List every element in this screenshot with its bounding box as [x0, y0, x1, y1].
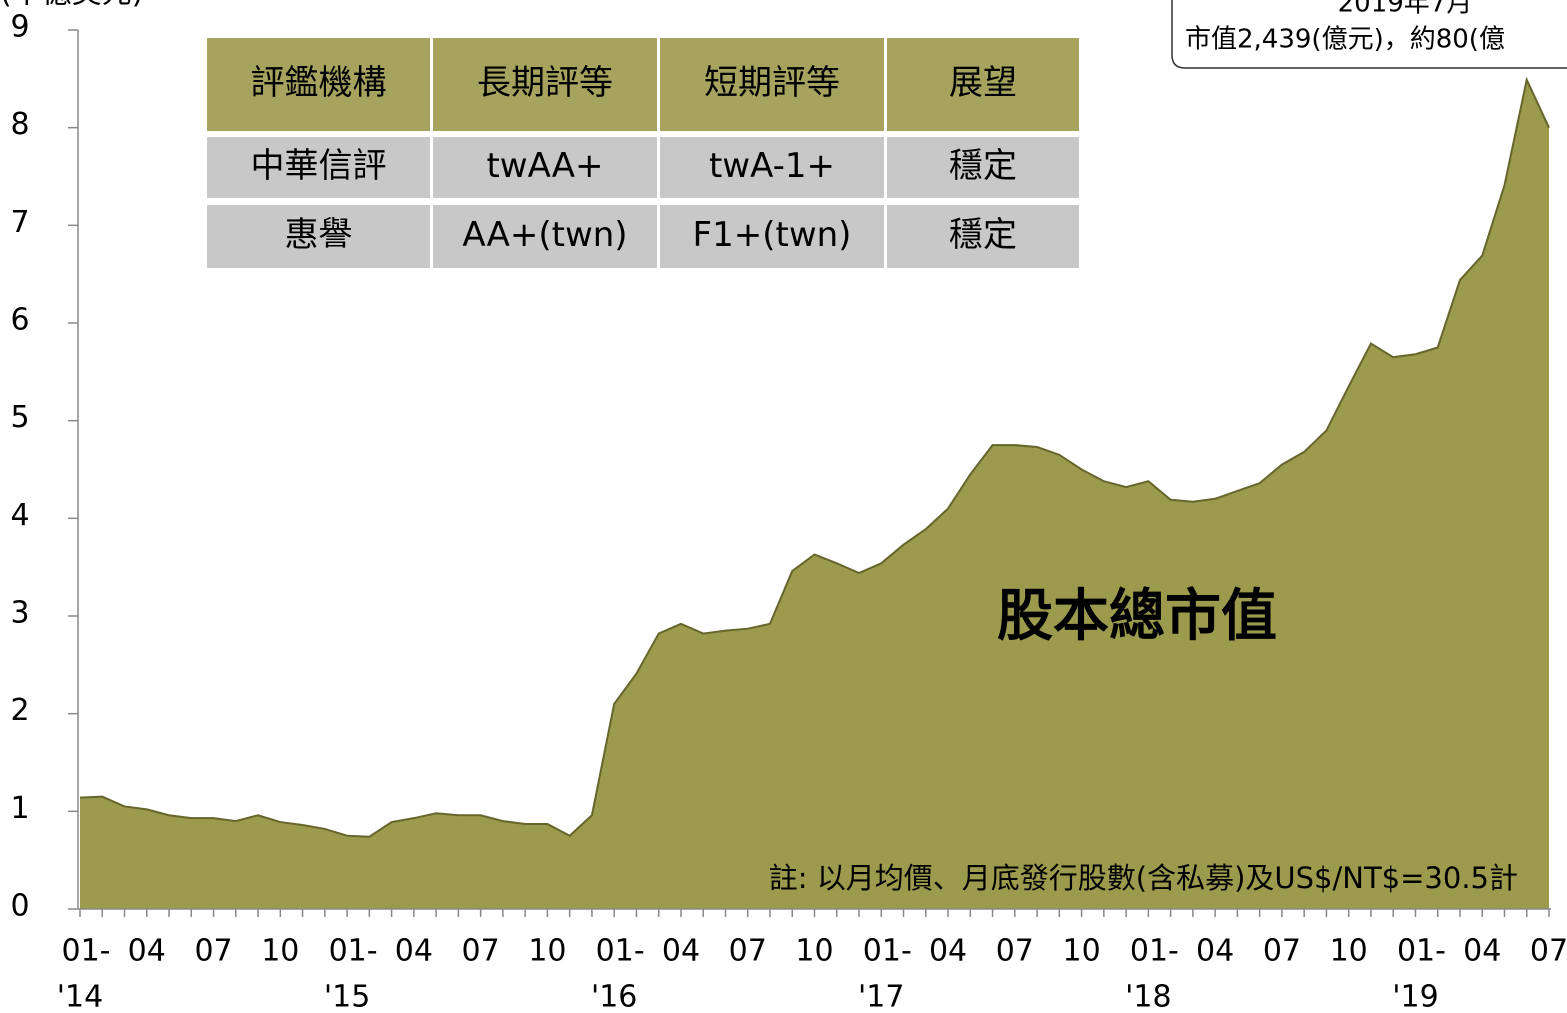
x-tick-label: 04 [662, 934, 700, 969]
note: 註: 以月均價、月底發行股數(含私募)及US$/NT$=30.5計 [769, 861, 1518, 895]
table-text: twA-1+ [709, 146, 835, 186]
x-tick-label: 10 [1330, 934, 1368, 969]
table-text: 穩定 [949, 215, 1017, 255]
table-cell [433, 137, 657, 198]
series-label: 股本總市值 [997, 584, 1277, 649]
x-tick-label: 07 [194, 934, 232, 969]
table-cell [660, 205, 884, 268]
x-tick-label: 01- [329, 934, 378, 969]
y-tick-label: 5 [10, 400, 29, 435]
y-tick-label: 0 [10, 889, 29, 924]
year-label: '15 [324, 980, 370, 1013]
x-tick-label: 01- [1130, 934, 1179, 969]
y-tick-label: 8 [10, 107, 29, 142]
table-cell [887, 205, 1079, 268]
annotation: 2019年7月 [1338, 0, 1473, 19]
table-text: 長期評等 [477, 63, 613, 103]
y-tick-label: 1 [10, 791, 29, 826]
table-cell [207, 205, 430, 268]
table-text: F1+(twn) [693, 215, 852, 255]
x-tick-label: 01- [62, 934, 111, 969]
y-tick-label: 6 [10, 303, 29, 338]
table-text: 穩定 [949, 146, 1017, 186]
annotation: 市值2,439(億元)，約80(億 [1185, 25, 1505, 55]
x-tick-label: 07 [462, 934, 500, 969]
area-line [79, 76, 1550, 838]
y-tick-label: 3 [10, 596, 29, 631]
table-header-cell [207, 38, 430, 131]
table-header-cell [887, 38, 1079, 131]
x-tick-label: 01- [863, 934, 912, 969]
year-label: '18 [1125, 980, 1171, 1013]
x-tick-label: 04 [128, 934, 166, 969]
annotation-box [1171, 0, 1567, 69]
y-tick-label: 2 [10, 693, 29, 728]
x-tick-label: 04 [1463, 934, 1501, 969]
x-tick-label: 07 [1530, 934, 1567, 969]
table-text: AA+(twn) [462, 215, 627, 255]
x-tick-label: 10 [1062, 934, 1100, 969]
area [80, 79, 1549, 909]
table-cell [433, 205, 657, 268]
x-tick-label: 10 [261, 934, 299, 969]
year-label: '14 [57, 980, 103, 1013]
table-text: 評鑑機構 [251, 63, 387, 103]
x-tick-label: 01- [596, 934, 645, 969]
table-cell [660, 137, 884, 198]
x-tick-label: 07 [729, 934, 767, 969]
x-tick-label: 04 [929, 934, 967, 969]
y-unit: (十億美元) [0, 0, 143, 11]
year-label: '19 [1392, 980, 1438, 1013]
table-header-cell [433, 38, 657, 131]
table-cell [207, 137, 430, 198]
table-header-cell [660, 38, 884, 131]
x-tick-label: 04 [1196, 934, 1234, 969]
x-tick-label: 04 [395, 934, 433, 969]
y-tick-label: 7 [10, 205, 29, 240]
x-tick-label: 10 [528, 934, 566, 969]
table-text: 惠譽 [285, 215, 353, 255]
table-text: 展望 [949, 63, 1017, 103]
y-tick-label: 4 [10, 498, 29, 533]
table-text: 短期評等 [704, 63, 840, 103]
x-tick-label: 01- [1397, 934, 1446, 969]
x-tick-label: 07 [996, 934, 1034, 969]
table-text: twAA+ [486, 146, 603, 186]
table-text: 中華信評 [251, 146, 387, 186]
year-label: '16 [591, 980, 637, 1013]
table-cell [887, 137, 1079, 198]
x-tick-label: 10 [795, 934, 833, 969]
year-label: '17 [858, 980, 904, 1013]
x-tick-label: 07 [1263, 934, 1301, 969]
y-tick-label: 9 [10, 10, 29, 45]
